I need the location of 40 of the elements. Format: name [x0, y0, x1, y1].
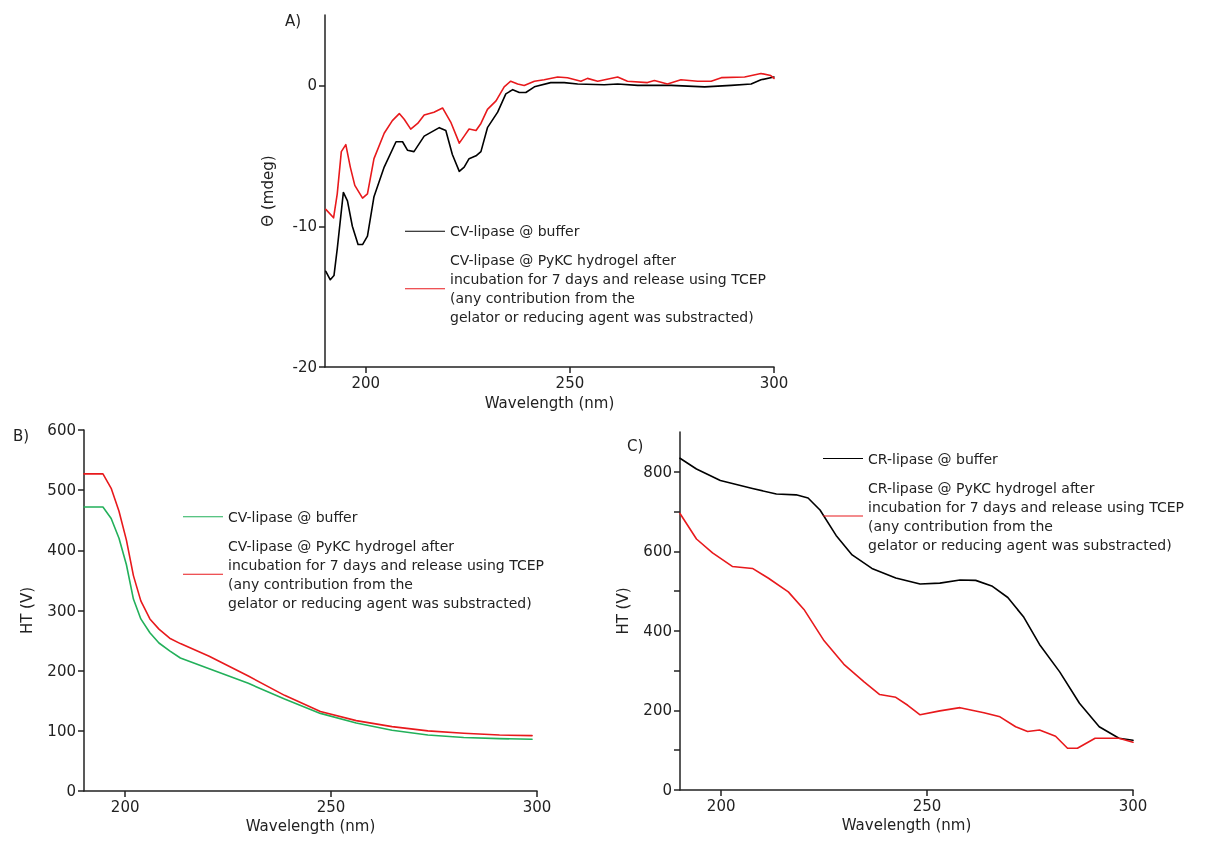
- x-tick-label: 250: [555, 373, 585, 392]
- x-tick-label: 250: [316, 797, 346, 816]
- x-tick-label: 250: [912, 796, 942, 815]
- legend-label: CR-lipase @ buffer: [868, 450, 999, 467]
- line-series: [325, 72, 775, 219]
- chart-title: C): [627, 436, 644, 455]
- y-axis-title: Θ (mdeg): [258, 155, 277, 227]
- y-tick-label: 300: [47, 601, 76, 620]
- y-tick-label: 800: [643, 462, 672, 481]
- x-tick-label: 300: [522, 797, 552, 816]
- y-tick-label: 400: [47, 541, 76, 560]
- legend-label: CV-lipase @ PyKC hydrogel after incubation for 7 days and release using TCEP (any contribution from the gelator or reducing agent was substracted): [228, 537, 544, 611]
- y-tick-label: 200: [643, 701, 672, 720]
- legend-label: CV-lipase @ buffer: [450, 223, 580, 240]
- y-tick-label: 100: [47, 721, 76, 740]
- chart-title: B): [13, 426, 30, 445]
- y-tick-label: 500: [47, 481, 76, 500]
- x-axis-title: Wavelength (nm): [484, 393, 615, 412]
- y-tick-label: 0: [66, 782, 76, 800]
- y-axis-title: HT (V): [17, 586, 36, 635]
- x-tick-label: 300: [759, 373, 789, 392]
- y-tick-label: -20: [292, 358, 317, 377]
- x-axis-title: Wavelength (nm): [245, 817, 376, 836]
- y-tick-label: 0: [307, 76, 317, 95]
- x-tick-label: 200: [706, 796, 736, 815]
- legend-label: CV-lipase @ buffer: [228, 508, 358, 525]
- legend-label: CR-lipase @ PyKC hydrogel after incubation for 7 days and release using TCEP (any contribution from the gelator or reducing agent was substracted): [868, 479, 1184, 553]
- y-tick-label: 600: [643, 542, 672, 561]
- x-tick-label: 300: [1118, 796, 1148, 815]
- y-tick-label: -10: [292, 217, 317, 236]
- y-tick-label: 600: [47, 421, 76, 439]
- chart-title: A): [285, 11, 302, 30]
- y-tick-label: 400: [643, 621, 672, 640]
- y-axis-title: HT (V): [613, 587, 632, 635]
- x-tick-label: 200: [110, 797, 140, 816]
- y-tick-label: 0: [662, 781, 672, 799]
- x-axis-title: Wavelength (nm): [841, 816, 972, 835]
- legend-label: CV-lipase @ PyKC hydrogel after incubation for 7 days and release using TCEP (any contribution from the gelator or reducing agent was substracted): [450, 252, 766, 326]
- x-tick-label: 200: [351, 373, 381, 392]
- y-tick-label: 200: [47, 661, 76, 680]
